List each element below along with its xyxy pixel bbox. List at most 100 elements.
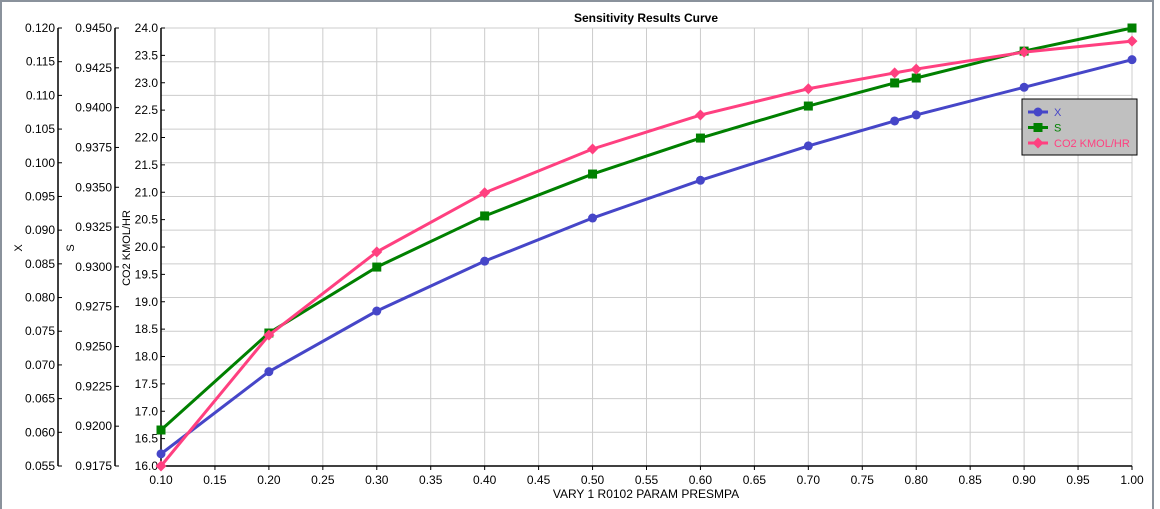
data-point [156,425,166,435]
legend-label: X [1054,107,1062,119]
y-tick-label: 0.9400 [75,101,112,115]
legend-circle-icon [1033,107,1043,117]
x-tick-label: 0.95 [1066,473,1090,487]
y-tick-label: 18.5 [135,322,159,336]
data-point [587,143,599,155]
grid [161,27,1133,466]
x-tick-label: 0.85 [958,473,982,487]
x-tick-label: 0.70 [797,473,821,487]
y-tick-label: 22.0 [135,131,159,145]
x-tick-label: 1.00 [1120,473,1144,487]
y-tick-label: 23.0 [135,76,159,90]
x-tick-label: 0.40 [473,473,497,487]
y-tick-label: 16.5 [135,432,159,446]
data-point [803,141,813,151]
y-tick-label: 0.095 [25,189,55,203]
data-point [1019,82,1029,92]
data-point [802,83,814,95]
y-tick-label: 0.065 [25,392,55,406]
legend-label: CO2 KMOL/HR [1054,138,1130,150]
data-point [155,460,167,472]
y-tick-label: 16.0 [135,459,159,473]
data-point [588,213,598,223]
legend-item: S [1028,123,1061,135]
data-point [372,262,382,272]
y-tick-label: 0.9375 [75,140,112,154]
y-tick-label: 0.070 [25,358,55,372]
y-tick-label: 0.9175 [75,459,112,473]
data-point [263,329,275,341]
y-tick-label: 21.5 [135,158,159,172]
x-tick-label: 0.25 [311,473,335,487]
data-point [479,187,491,199]
y-tick-label: 0.115 [26,55,55,69]
x-tick-label: 0.10 [149,473,173,487]
y-tick-label: 0.120 [25,21,55,35]
y-tick-label: 19.0 [135,295,159,309]
data-point [480,256,490,266]
data-point [911,73,921,83]
x-tick-label: 0.35 [419,473,443,487]
x-tick-label: 0.30 [365,473,389,487]
legend-label: S [1054,123,1061,135]
data-point [695,175,705,185]
series-co2-kmol-hr [155,35,1138,472]
series [155,23,1138,472]
x-tick-label: 0.60 [689,473,713,487]
y-tick-label: 0.9225 [75,379,112,393]
legend-item: CO2 KMOL/HR [1028,137,1130,150]
y-tick-label: 17.0 [135,404,159,418]
y-axis-title: CO2 KMOL/HR [121,210,133,286]
x-tick-label: 0.50 [581,473,605,487]
y-tick-label: 19.5 [135,267,159,281]
y-tick-label: 0.9425 [75,61,112,75]
y-tick-label: 17.5 [135,377,159,391]
data-point [1126,35,1138,47]
x-tick-label: 0.45 [527,473,551,487]
x-tick-label: 0.20 [257,473,281,487]
y-tick-label: 21.0 [135,185,159,199]
x-tick-label: 0.15 [203,473,227,487]
y-tick-label: 22.5 [135,103,159,117]
y-tick-label: 0.090 [25,223,55,237]
data-point [1127,23,1137,33]
legend-diamond-icon [1032,137,1044,149]
data-point [803,101,813,111]
y-tick-label: 0.9275 [75,300,112,314]
data-point [480,211,490,221]
x-tick-label: 0.55 [635,473,659,487]
data-point [1018,46,1030,58]
data-point [588,169,598,179]
y-tick-label: 0.060 [25,425,55,439]
y-tick-label: 20.5 [135,213,159,227]
y-tick-label: 0.105 [25,122,55,136]
x-tick-label: 0.80 [905,473,929,487]
x-axis-label: VARY 1 R0102 PARAM PRESMPA [553,487,739,501]
y-tick-label: 0.080 [25,291,55,305]
y-tick-label: 0.100 [25,156,55,170]
data-point [910,63,922,75]
data-point [371,246,383,258]
chart-title: Sensitivity Results Curve [574,11,718,25]
y-axis-title: S [65,244,77,251]
y-tick-label: 0.9325 [75,220,112,234]
y-tick-label: 0.075 [25,324,55,338]
y-tick-label: 20.0 [135,240,159,254]
data-point [911,110,921,120]
data-point [889,67,901,79]
y-tick-label: 18.0 [135,350,159,364]
x-tick-label: 0.65 [743,473,767,487]
y-tick-label: 0.9350 [75,180,112,194]
data-point [694,109,706,121]
y-tick-label: 0.055 [25,459,55,473]
y-tick-label: 0.9450 [75,21,112,35]
y-tick-label: 24.0 [135,21,159,35]
series-x [156,55,1137,459]
data-point [264,367,274,377]
data-point [695,133,705,143]
x-tick-label: 0.75 [851,473,875,487]
data-point [156,449,166,459]
y-tick-label: 0.085 [25,257,55,271]
